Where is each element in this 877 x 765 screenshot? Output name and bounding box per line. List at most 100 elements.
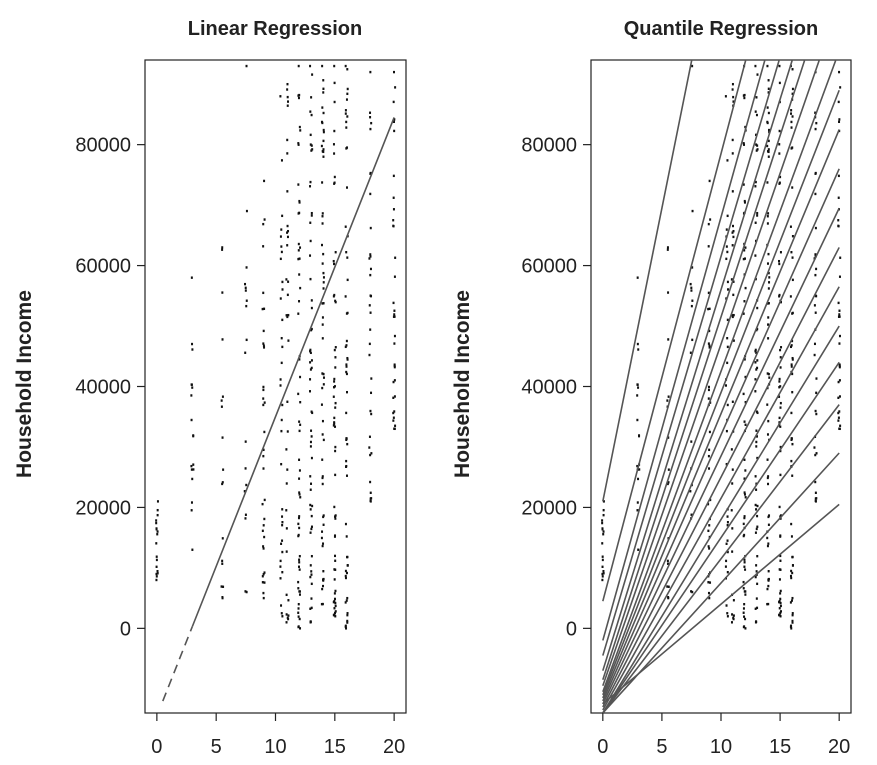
data-point — [190, 509, 193, 512]
data-point — [297, 257, 300, 261]
data-point — [813, 446, 816, 449]
data-point — [667, 338, 670, 341]
data-point — [285, 509, 288, 512]
data-point — [767, 271, 770, 275]
x-tick: 15 — [324, 713, 346, 758]
data-point — [370, 377, 373, 380]
data-point — [310, 570, 313, 573]
y-tick: 20000 — [521, 497, 591, 519]
y-tick-label: 40000 — [521, 377, 577, 399]
data-point — [190, 418, 193, 422]
data-point — [392, 301, 395, 305]
data-point — [814, 409, 817, 413]
data-point — [369, 480, 372, 484]
data-point — [309, 361, 312, 364]
data-point — [790, 344, 793, 347]
data-point — [814, 111, 817, 114]
data-point — [778, 143, 781, 146]
data-point — [708, 596, 711, 600]
data-point — [346, 596, 349, 600]
data-point — [191, 348, 194, 351]
data-point — [766, 403, 769, 406]
y-tick-label: 60000 — [75, 256, 131, 278]
data-point — [263, 498, 266, 502]
data-point — [789, 345, 792, 349]
x-tick: 0 — [151, 713, 162, 758]
data-point — [334, 300, 337, 304]
chart-title: Linear Regression — [187, 18, 363, 40]
data-point — [281, 318, 284, 322]
data-point — [779, 175, 782, 179]
data-point — [345, 126, 348, 129]
data-point — [779, 401, 782, 405]
data-point — [601, 542, 604, 545]
data-point — [297, 242, 300, 246]
data-point — [369, 116, 372, 119]
data-point — [790, 437, 793, 440]
data-point — [156, 508, 159, 512]
data-point — [298, 593, 301, 596]
data-point — [666, 482, 669, 486]
data-point — [321, 458, 324, 461]
data-point — [766, 150, 769, 153]
data-point — [311, 73, 314, 76]
data-point — [392, 70, 395, 74]
data-point — [297, 312, 300, 315]
data-point — [310, 514, 313, 518]
y-tick-label: 40000 — [75, 377, 131, 399]
data-point — [262, 245, 265, 248]
data-point — [709, 581, 712, 584]
data-point — [778, 181, 781, 184]
data-point — [791, 339, 794, 343]
data-point — [155, 521, 158, 525]
data-point — [280, 418, 283, 422]
data-point — [369, 70, 372, 74]
data-point — [320, 403, 323, 406]
quantile-regression-panel: Quantile Regression Household Income 0 20… — [438, 0, 877, 765]
data-point — [767, 475, 770, 478]
data-point — [279, 257, 282, 261]
data-point — [601, 558, 604, 562]
data-point — [790, 363, 793, 366]
data-point — [767, 148, 770, 151]
data-point — [297, 625, 300, 628]
data-point — [790, 120, 793, 124]
data-point — [726, 214, 729, 218]
data-point — [392, 411, 395, 415]
data-point — [310, 525, 313, 528]
data-point — [281, 403, 284, 407]
data-point — [333, 348, 336, 352]
data-point — [320, 602, 323, 606]
data-point — [393, 275, 396, 278]
data-point — [245, 209, 248, 213]
data-point — [322, 438, 325, 442]
data-point — [344, 625, 347, 628]
data-point — [754, 361, 757, 364]
data-point — [287, 617, 290, 621]
y-tick: 80000 — [521, 135, 591, 157]
data-point — [155, 542, 158, 545]
data-point — [345, 98, 348, 101]
data-point — [321, 262, 324, 265]
data-point — [791, 278, 794, 282]
data-point — [708, 467, 711, 470]
data-point — [393, 334, 396, 338]
data-point — [333, 592, 336, 595]
data-point — [287, 599, 290, 602]
data-point — [791, 115, 794, 118]
data-point — [790, 599, 793, 602]
data-point — [245, 299, 248, 302]
data-point — [344, 109, 347, 112]
data-point — [790, 365, 793, 368]
data-point — [345, 459, 348, 463]
data-point — [791, 442, 794, 446]
data-point — [779, 554, 782, 558]
data-point — [370, 452, 373, 455]
data-point — [393, 118, 396, 121]
data-point — [287, 614, 290, 617]
data-point — [778, 607, 781, 610]
data-point — [297, 142, 300, 145]
data-point — [731, 231, 734, 234]
data-point — [724, 565, 727, 568]
data-point — [155, 519, 158, 522]
